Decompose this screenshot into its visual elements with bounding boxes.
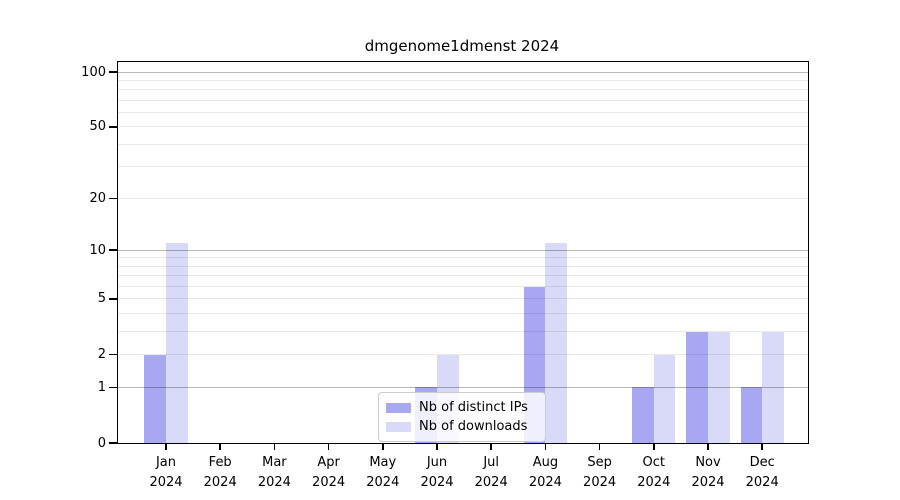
minor-gridline	[118, 112, 808, 114]
y-axis-tick-label: 50	[89, 119, 106, 135]
x-axis-tick-label: May 2024	[366, 455, 400, 490]
minor-gridline	[118, 166, 808, 168]
minor-gridline	[118, 286, 808, 288]
chart-title: dmgenome1dmenst 2024	[364, 37, 560, 55]
x-axis-tick	[219, 443, 221, 450]
y-axis-tick	[109, 353, 117, 356]
y-axis-tick	[109, 71, 117, 73]
x-axis-tick	[436, 443, 438, 450]
y-axis-tick	[109, 197, 117, 199]
bar-nb-of-downloads-oct	[653, 354, 676, 443]
minor-gridline	[118, 313, 808, 315]
bar-nb-of-distinct-ips-oct	[632, 387, 654, 443]
x-axis-tick-label: Nov 2024	[691, 455, 725, 490]
minor-gridline	[118, 99, 808, 101]
y-axis-tick-label: 100	[81, 64, 106, 80]
y-axis-tick-label: 0	[97, 435, 106, 451]
y-axis-tick-label: 20	[89, 190, 106, 206]
minor-gridline	[118, 275, 808, 277]
plot-area: 0 1 2 5 10 20 50 100 Jan 2024 Feb 2024 Mar 2024 Apr…	[81, 61, 809, 490]
bar-nb-of-distinct-ips-dec	[740, 387, 763, 443]
x-axis-tick-label: Aug 2024	[528, 455, 562, 490]
x-axis-tick-label: Apr 2024	[312, 455, 346, 490]
minor-gridline	[118, 126, 808, 128]
major-gridline	[118, 386, 808, 388]
x-axis-tick	[165, 443, 167, 450]
minor-gridline	[118, 265, 808, 267]
bar-nb-of-downloads-dec	[762, 331, 784, 443]
x-axis-tick	[382, 443, 384, 450]
major-gridline	[118, 249, 808, 251]
x-axis-tick	[707, 443, 709, 450]
legend-item-distinct-ips: Nb of distinct IPs	[386, 398, 537, 417]
x-axis-tick-label: Jun 2024	[420, 455, 454, 490]
x-axis-tick	[544, 443, 547, 450]
bar-nb-of-downloads-aug	[545, 243, 568, 443]
x-axis-tick-label: Jul 2024	[474, 455, 508, 490]
x-axis-tick	[761, 443, 763, 450]
x-axis-tick-label: Sep 2024	[583, 455, 617, 490]
x-axis-tick	[490, 443, 492, 450]
minor-gridline	[118, 197, 808, 199]
y-axis-tick	[109, 298, 117, 300]
x-axis-tick	[598, 443, 601, 450]
x-axis-tick-label: Dec 2024	[745, 455, 779, 490]
bar-nb-of-distinct-ips-jan	[144, 354, 166, 443]
y-axis-tick-label: 10	[89, 242, 106, 258]
minor-gridline	[118, 143, 808, 145]
legend-label: Nb of downloads	[419, 419, 528, 434]
y-axis-tick-label: 5	[97, 291, 106, 307]
minor-gridline	[118, 79, 808, 81]
x-axis-tick	[273, 443, 276, 450]
y-axis-tick	[109, 126, 117, 128]
y-axis-tick-label: 1	[97, 379, 106, 395]
major-gridline	[118, 71, 808, 73]
downloads-swatch-icon	[386, 421, 411, 432]
minor-gridline	[118, 331, 808, 333]
distinct-ips-swatch-icon	[386, 402, 411, 413]
x-axis-tick	[653, 443, 655, 450]
legend: Nb of distinct IPs Nb of downloads	[378, 392, 546, 442]
bar-nb-of-downloads-nov	[708, 331, 730, 443]
y-axis-tick-label: 2	[97, 347, 106, 363]
bar-nb-of-downloads-jan	[166, 243, 188, 443]
y-axis-tick	[109, 249, 117, 251]
legend-label: Nb of distinct IPs	[419, 400, 528, 415]
minor-gridline	[118, 89, 808, 91]
minor-gridline	[118, 298, 808, 300]
y-axis-tick	[109, 442, 117, 444]
x-axis-tick-label: Oct 2024	[637, 455, 671, 490]
x-axis-tick-label: Feb 2024	[203, 455, 237, 490]
bar-nb-of-distinct-ips-nov	[686, 331, 708, 443]
minor-gridline	[118, 354, 808, 356]
y-axis-tick	[109, 386, 117, 389]
legend-item-downloads: Nb of downloads	[386, 417, 537, 436]
x-axis-tick	[327, 443, 330, 450]
x-axis-tick-label: Mar 2024	[257, 455, 291, 490]
minor-gridline	[118, 257, 808, 259]
x-axis-tick-label: Jan 2024	[149, 455, 183, 490]
